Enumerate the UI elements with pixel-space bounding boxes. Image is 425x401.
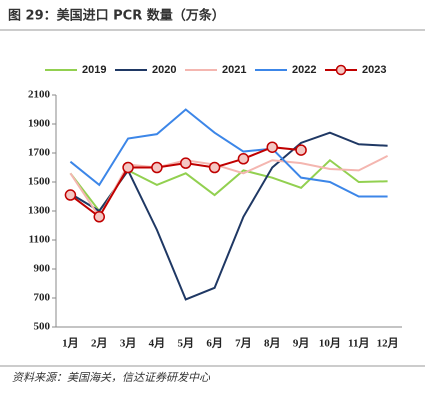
legend-marker bbox=[335, 64, 347, 76]
y-tick-label: 1900 bbox=[28, 118, 51, 130]
y-tick-label: 1300 bbox=[28, 205, 51, 217]
y-tick-label: 900 bbox=[34, 263, 51, 275]
x-tick-label: 2月 bbox=[91, 337, 108, 350]
chart-title: 图 29：美国进口 PCR 数量（万条） bbox=[8, 8, 225, 24]
legend-label: 2021 bbox=[222, 64, 246, 76]
x-tick-label: 9月 bbox=[293, 337, 310, 350]
legend-label: 2020 bbox=[152, 64, 176, 76]
point bbox=[151, 161, 163, 174]
x-tick-label: 11月 bbox=[348, 337, 369, 350]
point bbox=[266, 141, 278, 153]
y-tick-label: 700 bbox=[34, 292, 51, 304]
series-line bbox=[69, 131, 388, 301]
x-tick-label: 5月 bbox=[178, 337, 195, 350]
point bbox=[295, 144, 307, 156]
x-tick-label: 10月 bbox=[319, 337, 341, 350]
y-tick-label: 2100 bbox=[28, 89, 51, 101]
legend-label: 2019 bbox=[82, 64, 106, 76]
y-tick-label: 1500 bbox=[28, 176, 51, 188]
x-tick-label: 7月 bbox=[235, 337, 252, 350]
x-tick-label: 8月 bbox=[264, 337, 281, 350]
point bbox=[122, 161, 134, 174]
point bbox=[208, 161, 221, 174]
point bbox=[180, 157, 192, 169]
series-line bbox=[69, 155, 389, 219]
y-tick-label: 1100 bbox=[29, 234, 51, 246]
x-tick-label: 3月 bbox=[120, 337, 137, 350]
legend-label: 2022 bbox=[292, 64, 316, 76]
source: 资料来源：美国海关，信达证券研发中心 bbox=[12, 371, 211, 384]
y-tick-label: 1700 bbox=[28, 147, 51, 159]
legend-label: 2023 bbox=[362, 64, 386, 76]
x-tick-label: 6月 bbox=[206, 337, 223, 350]
point bbox=[93, 211, 105, 223]
x-tick-label: 12月 bbox=[377, 337, 399, 350]
point bbox=[237, 153, 250, 165]
series-line bbox=[69, 108, 388, 198]
point bbox=[64, 189, 77, 201]
x-tick-label: 4月 bbox=[149, 337, 166, 350]
x-tick-label: 1月 bbox=[62, 337, 79, 350]
y-tick-label: 500 bbox=[34, 321, 51, 333]
